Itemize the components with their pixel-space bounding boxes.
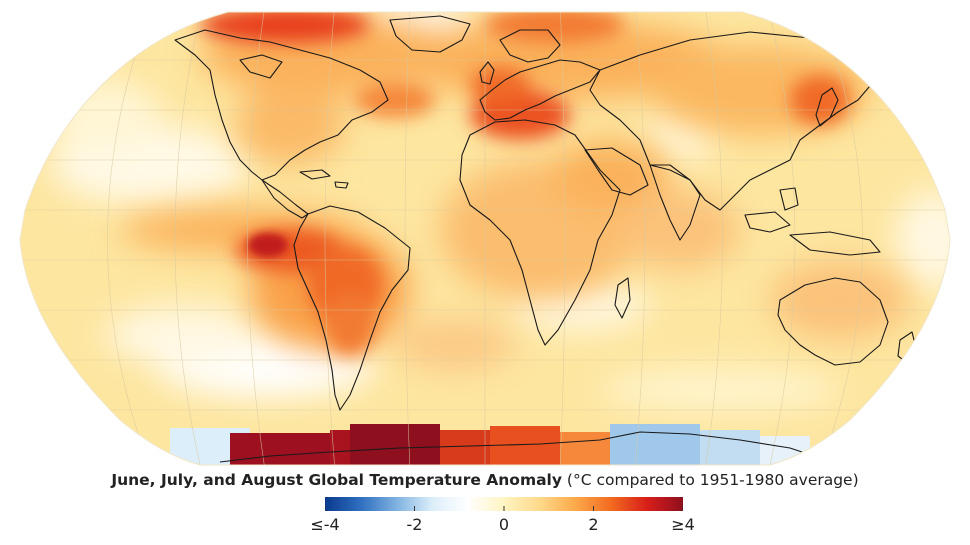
caption-title: June, July, and August Global Temperatur… (111, 471, 562, 489)
colorbar-label-zero: 0 (498, 515, 510, 534)
colorbar-label-neg2: -2 (406, 515, 423, 534)
colorbar-label-max: ≥4 (671, 515, 695, 534)
graticule (20, 12, 950, 465)
extreme-areas (248, 233, 288, 257)
colorbar (325, 497, 683, 511)
colorbar-label-min: ≤-4 (310, 515, 340, 534)
anomaly-map (19, 11, 951, 466)
caption-subtitle: (°C compared to 1951-1980 average) (566, 471, 859, 489)
antarctica-anomaly (170, 424, 810, 465)
world-map (19, 11, 951, 466)
colorbar-labels: ≤-4 -2 0 2 ≥4 (0, 515, 970, 539)
anomaly-field (20, 12, 950, 465)
map-caption: June, July, and August Global Temperatur… (0, 471, 970, 489)
globe-outline (19, 11, 951, 466)
coastlines (174, 15, 917, 463)
hot-areas (200, 12, 850, 355)
colorbar-label-pos2: 2 (588, 515, 599, 534)
colorbar-ticks (325, 506, 683, 511)
